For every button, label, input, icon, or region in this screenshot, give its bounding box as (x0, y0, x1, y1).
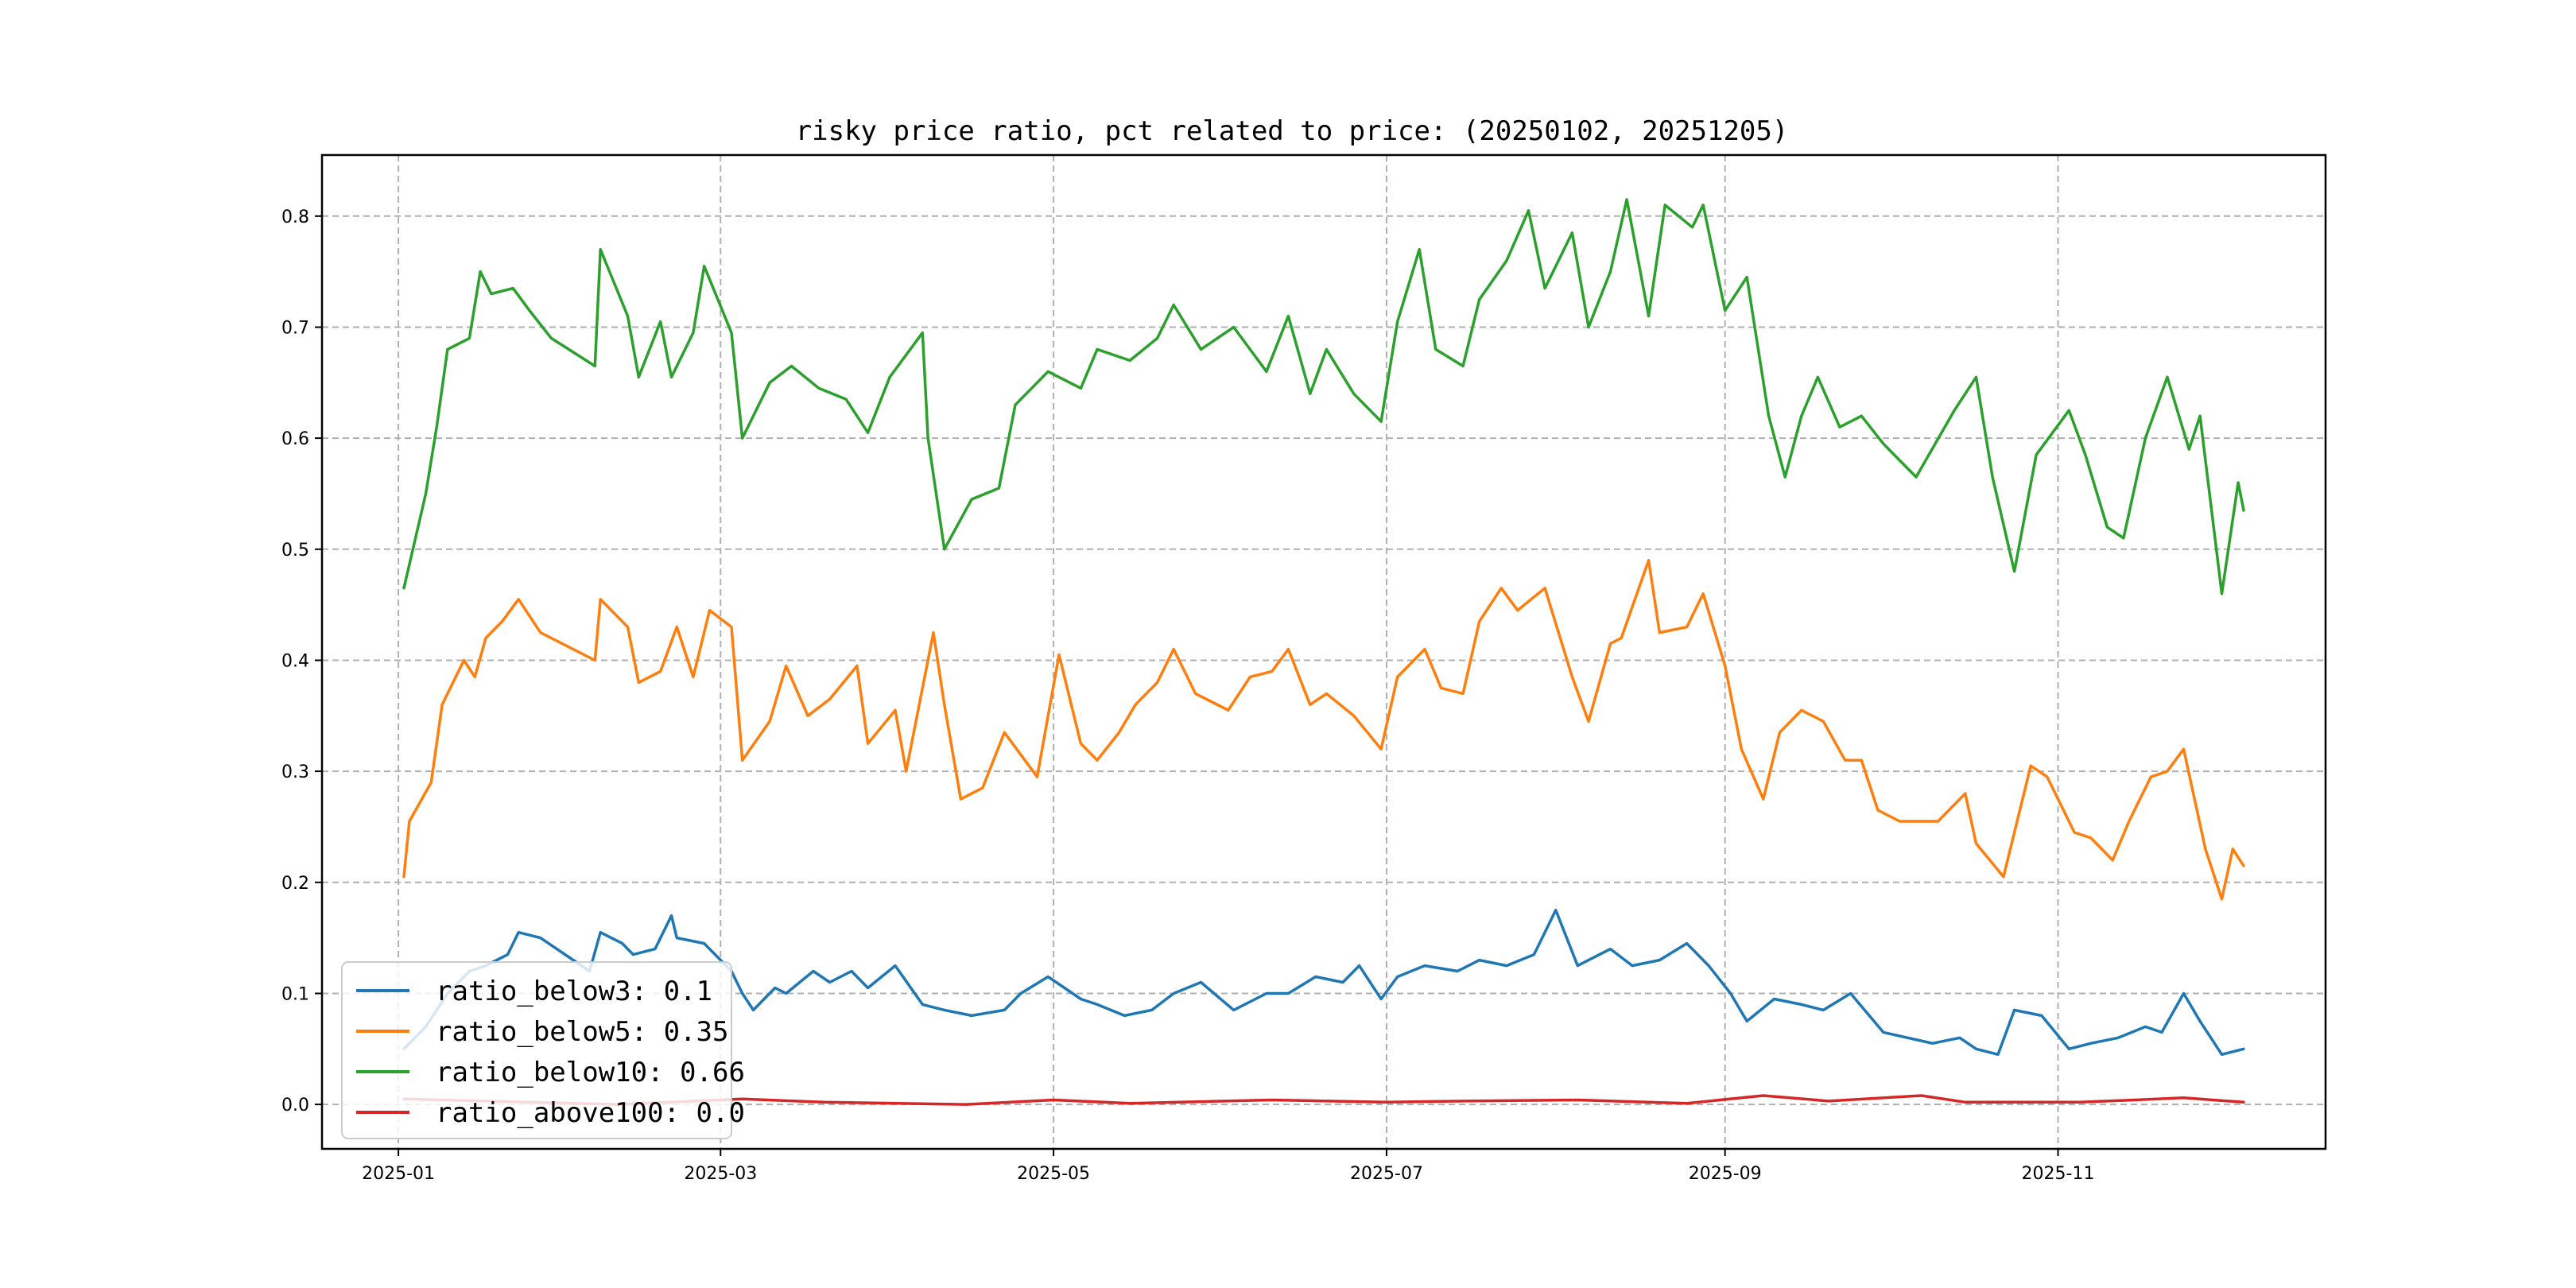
x-axis: 2025-01 2025-03 2025-05 2025-07 2025-09 2025-… (362, 1149, 2094, 1184)
y-tick-label: 0.8 (281, 208, 309, 227)
legend: ratio_below3: 0.1 ratio_below5: 0.35 ratio… (341, 961, 745, 1139)
x-tick-label: 2025-09 (1689, 1164, 1762, 1184)
series-line-2 (402, 559, 2245, 901)
x-tick-label: 2025-03 (684, 1164, 757, 1184)
chart-title: risky price ratio, pct related to price:… (796, 115, 1789, 147)
series-line-4 (402, 1094, 2245, 1106)
x-tick-label: 2025-07 (1350, 1164, 1423, 1184)
y-tick-label: 0.6 (281, 429, 309, 449)
y-tick-label: 0.4 (281, 652, 309, 672)
legend-box (341, 961, 732, 1139)
x-tick-label: 2025-01 (362, 1164, 435, 1184)
legend-label: ratio_below5: 0.35 (436, 1016, 728, 1048)
y-tick-label: 0.7 (281, 319, 309, 339)
x-tick-label: 2025-05 (1017, 1164, 1090, 1184)
legend-label: ratio_above100: 0.0 (436, 1097, 745, 1129)
y-axis: 0.0 0.1 0.2 0.3 0.4 0.5 0.6 0.7 0.8 (281, 208, 322, 1115)
y-tick-label: 0.0 (281, 1096, 309, 1115)
y-tick-label: 0.5 (281, 541, 309, 561)
legend-label: ratio_below3: 0.1 (436, 976, 712, 1007)
y-tick-label: 0.2 (281, 874, 309, 894)
series-line-1 (402, 908, 2245, 1057)
plot-area-frame (320, 153, 2327, 1150)
series-layer (402, 198, 2245, 1106)
series-line-3 (402, 198, 2245, 596)
y-tick-label: 0.1 (281, 985, 309, 1005)
y-tick-label: 0.3 (281, 762, 309, 782)
x-tick-label: 2025-11 (2022, 1164, 2095, 1184)
legend-label: ratio_below10: 0.66 (436, 1057, 745, 1088)
